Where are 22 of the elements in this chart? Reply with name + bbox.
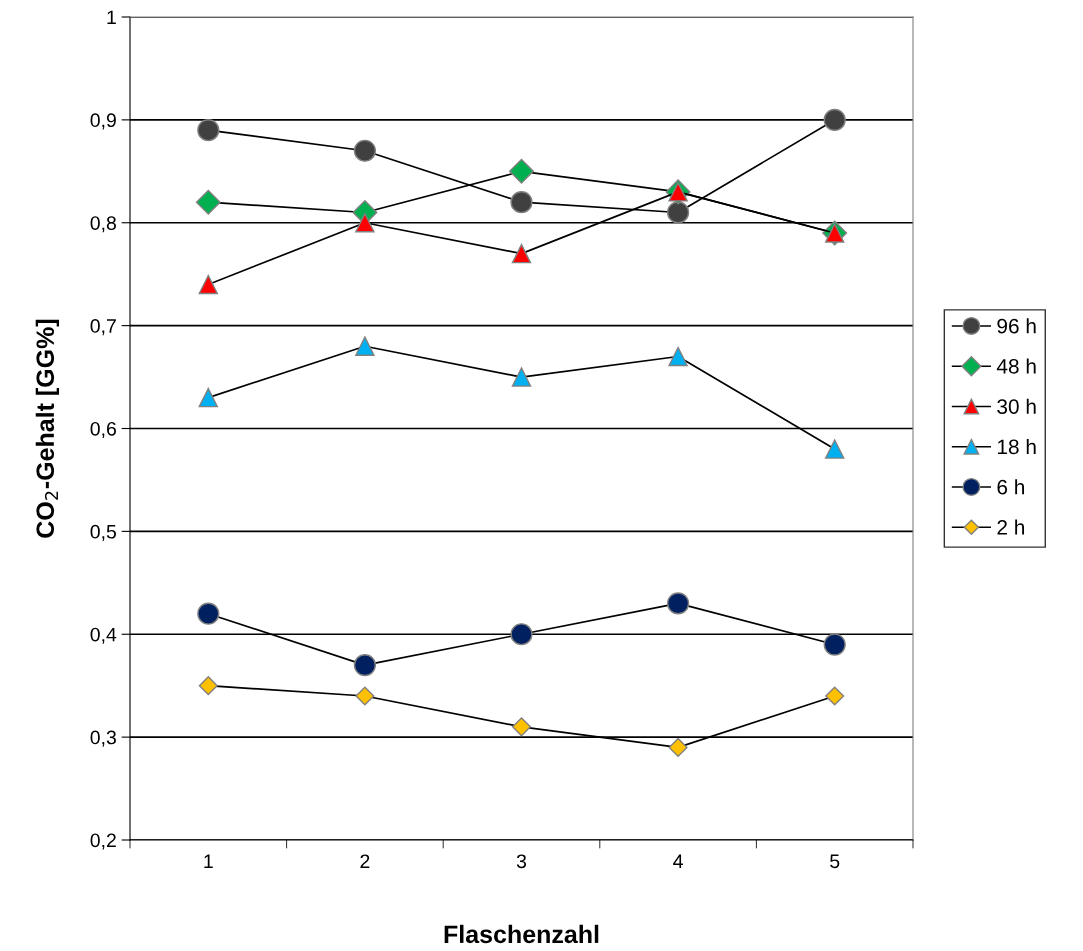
legend-label: 2 h [997,519,1025,535]
legend-label: 96 h [997,318,1036,334]
y-axis-title: CO$_{2}$-Gehalt [GG%] [35,319,60,538]
x-tick-label: 5 [830,854,840,869]
legend-label: 48 h [996,358,1036,374]
x-tick-label: 2 [360,854,370,868]
x-tick-label: 1 [204,854,213,868]
legend-label: 6 h [997,479,1025,495]
y-tick-label: 0,8 [90,216,116,233]
x-axis-title: Flaschenzahl [444,924,599,944]
legend-label: 18 h [997,438,1036,455]
y-tick-label: 0,9 [90,113,116,130]
y-tick-label: 1 [107,10,116,25]
x-tick-label: 3 [516,854,527,869]
y-tick-label: 0,6 [90,421,116,439]
x-tick-label: 4 [673,854,683,868]
y-tick-label: 0,7 [90,319,116,336]
legend-label: 30 h [997,398,1036,414]
y-tick-label: 0,4 [90,627,117,644]
y-tick-label: 0,3 [90,730,116,747]
y-tick-label: 0,5 [90,524,116,541]
y-tick-label: 0,2 [90,833,116,850]
